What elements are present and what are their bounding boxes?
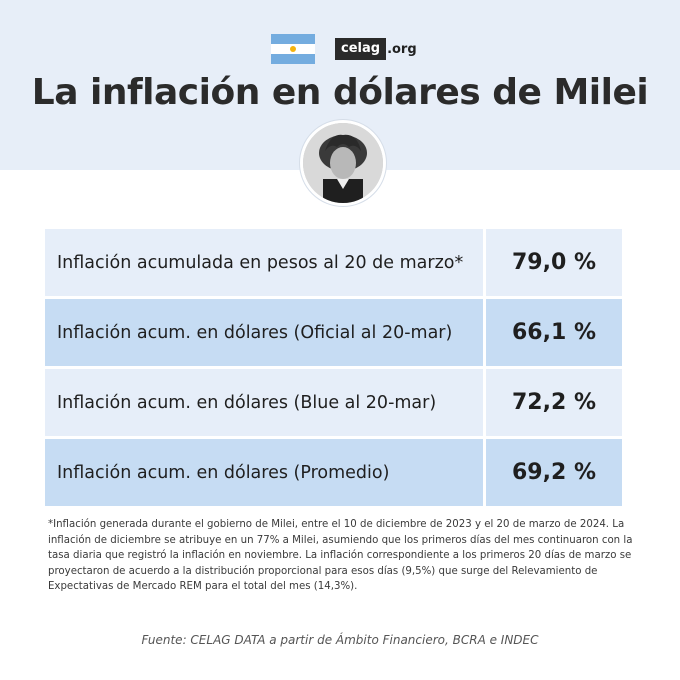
portrait-photo — [300, 120, 386, 206]
row-value: 66,1 % — [486, 299, 622, 366]
inflation-table: Inflación acumulada en pesos al 20 de ma… — [45, 229, 622, 509]
argentina-flag-icon — [271, 34, 315, 64]
logo-suffix: .org — [387, 41, 417, 57]
row-label: Inflación acumulada en pesos al 20 de ma… — [45, 229, 483, 296]
row-label: Inflación acum. en dólares (Oficial al 2… — [45, 299, 483, 366]
celag-logo: celag .org — [335, 38, 417, 60]
row-label: Inflación acum. en dólares (Blue al 20-m… — [45, 369, 483, 436]
footnote: *Inflación generada durante el gobierno … — [48, 519, 633, 592]
page-title: La inflación en dólares de Milei — [31, 72, 649, 113]
source-note: Fuente: CELAG DATA a partir de Ámbito Fi… — [141, 633, 539, 647]
portrait-image — [303, 123, 383, 203]
row-value: 69,2 % — [486, 439, 622, 506]
logo-text: celag — [335, 38, 387, 60]
table-row: Inflación acum. en dólares (Oficial al 2… — [45, 299, 622, 366]
table-row: Inflación acum. en dólares (Blue al 20-m… — [45, 369, 622, 436]
sun-icon — [290, 46, 296, 52]
row-value: 72,2 % — [486, 369, 622, 436]
table-row: Inflación acumulada en pesos al 20 de ma… — [45, 229, 622, 296]
table-row: Inflación acum. en dólares (Promedio) 69… — [45, 439, 622, 506]
row-value: 79,0 % — [486, 229, 622, 296]
row-label: Inflación acum. en dólares (Promedio) — [45, 439, 483, 506]
